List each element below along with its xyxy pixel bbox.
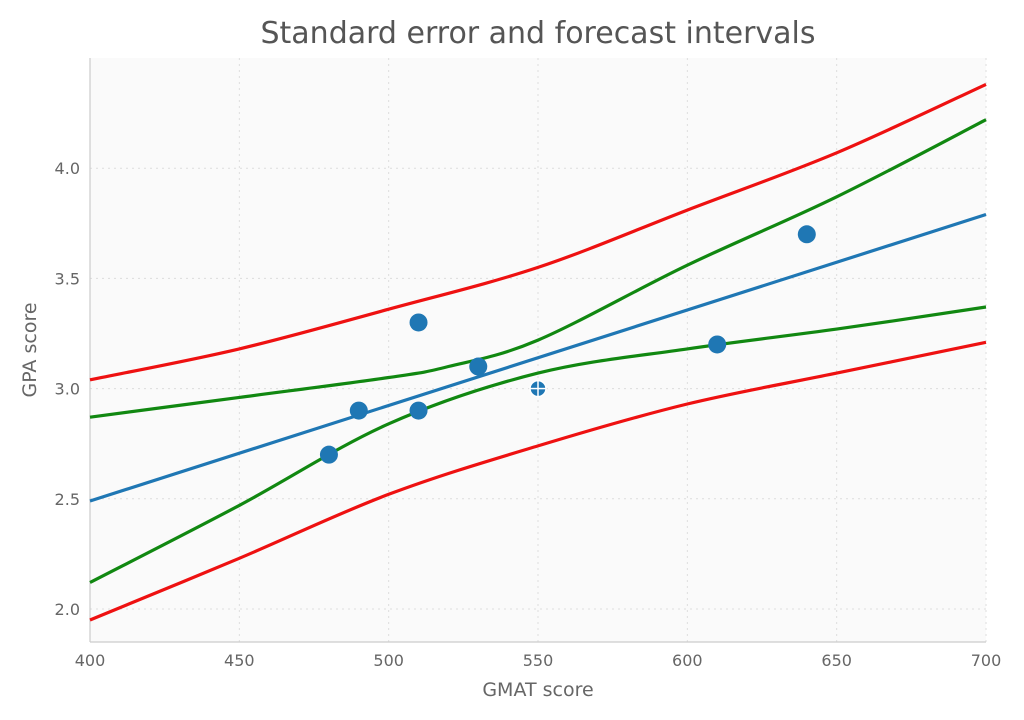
- forecast-upper-line: [89, 82, 987, 382]
- y-axis-label: GPA score: [19, 302, 41, 397]
- data-point: [797, 225, 816, 244]
- y-tick-label: 4.0: [55, 159, 80, 178]
- regression-line: [89, 212, 987, 503]
- x-tick-label: 400: [75, 651, 106, 670]
- data-point: [469, 357, 488, 376]
- data-point: [349, 401, 368, 420]
- standard-error-lower-line: [89, 305, 987, 584]
- x-tick-label: 650: [821, 651, 852, 670]
- x-axis-label: GMAT score: [482, 679, 593, 701]
- data-points: [319, 225, 816, 464]
- mean-point-marker: [529, 379, 547, 398]
- forecast-lower-line: [89, 340, 987, 622]
- x-tick-label: 550: [523, 651, 554, 670]
- x-tick-label: 450: [224, 651, 255, 670]
- data-point: [708, 335, 727, 354]
- x-tick-label: 500: [373, 651, 404, 670]
- x-tick-label: 700: [971, 651, 1002, 670]
- y-tick-label: 2.0: [55, 600, 80, 619]
- y-tick-label: 2.5: [55, 490, 80, 509]
- series: [89, 82, 987, 622]
- x-tick-label: 600: [672, 651, 703, 670]
- standard-error-upper-line: [89, 118, 987, 419]
- chart-title: Standard error and forecast intervals: [260, 16, 815, 51]
- y-tick-label: 3.5: [55, 269, 80, 288]
- y-tick-label: 3.0: [55, 380, 80, 399]
- data-point: [409, 401, 428, 420]
- data-point: [409, 313, 428, 332]
- grid: [90, 58, 987, 642]
- tick-labels: 400 450 500 550 600 650 700 2.0 2.5 3.0 3.5 4.0: [55, 159, 1002, 670]
- data-point: [319, 445, 338, 464]
